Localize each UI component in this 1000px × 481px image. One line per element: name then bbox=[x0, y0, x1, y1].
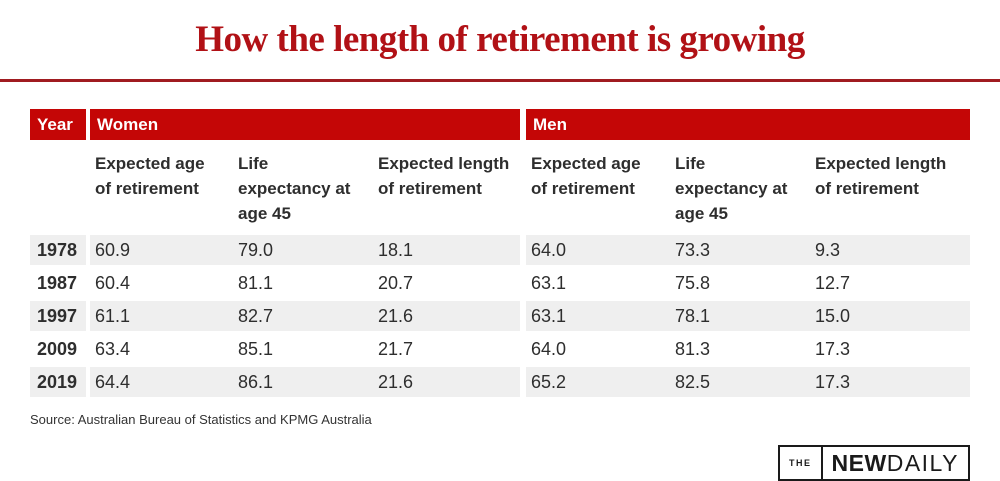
value-cell: 79.0 bbox=[233, 235, 373, 265]
value-cell: 9.3 bbox=[810, 235, 970, 265]
value-cell: 64.0 bbox=[526, 334, 670, 364]
column-gap bbox=[520, 367, 526, 397]
logo-the-label: THE bbox=[780, 447, 823, 479]
value-cell: 64.0 bbox=[526, 235, 670, 265]
column-header-men-retirement-length: Expected length of retirement bbox=[815, 154, 947, 198]
source-note: Source: Australian Bureau of Statistics … bbox=[30, 412, 372, 427]
title-bar: How the length of retirement is growing bbox=[0, 0, 1000, 79]
column-header-men-retirement-age: Expected age of retirement bbox=[531, 154, 641, 198]
title-rule bbox=[0, 79, 1000, 82]
logo-new-label: NEW bbox=[831, 449, 887, 476]
value-cell: 18.1 bbox=[373, 235, 520, 265]
value-cell: 82.7 bbox=[233, 301, 373, 331]
retirement-table: Year Women Men Expected age of retiremen… bbox=[30, 109, 970, 397]
value-cell: 21.7 bbox=[373, 334, 520, 364]
newdaily-logo: THE NEW DAILY bbox=[778, 445, 970, 481]
table-row: 2009 63.4 85.1 21.7 64.0 81.3 17.3 bbox=[30, 334, 970, 364]
value-cell: 15.0 bbox=[810, 301, 970, 331]
table-row: 1997 61.1 82.7 21.6 63.1 78.1 15.0 bbox=[30, 301, 970, 331]
value-cell: 60.9 bbox=[90, 235, 233, 265]
value-cell: 17.3 bbox=[810, 334, 970, 364]
value-cell: 75.8 bbox=[670, 268, 810, 298]
group-header-row: Year Women Men bbox=[30, 109, 970, 140]
logo-daily-label: DAILY bbox=[886, 449, 959, 476]
value-cell: 64.4 bbox=[90, 367, 233, 397]
value-cell: 81.3 bbox=[670, 334, 810, 364]
column-header-women-retirement-length: Expected length of retirement bbox=[378, 154, 510, 198]
value-cell: 63.1 bbox=[526, 301, 670, 331]
column-gap bbox=[520, 268, 526, 298]
column-gap bbox=[86, 367, 90, 397]
value-cell: 21.6 bbox=[373, 301, 520, 331]
value-cell: 65.2 bbox=[526, 367, 670, 397]
year-cell: 1978 bbox=[30, 235, 86, 265]
column-gap bbox=[86, 235, 90, 265]
footer: THE NEW DAILY bbox=[30, 445, 970, 481]
value-cell: 61.1 bbox=[90, 301, 233, 331]
value-cell: 86.1 bbox=[233, 367, 373, 397]
value-cell: 21.6 bbox=[373, 367, 520, 397]
column-gap bbox=[86, 268, 90, 298]
page-title: How the length of retirement is growing bbox=[195, 19, 805, 60]
year-cell: 1987 bbox=[30, 268, 86, 298]
column-header-women-retirement-age: Expected age of retirement bbox=[95, 154, 205, 198]
value-cell: 73.3 bbox=[670, 235, 810, 265]
year-header-spacer bbox=[30, 147, 86, 226]
column-gap bbox=[520, 109, 526, 140]
column-header-row: Expected age of retirement Life expectan… bbox=[30, 140, 970, 235]
table-row: 1978 60.9 79.0 18.1 64.0 73.3 9.3 bbox=[30, 235, 970, 265]
table-body: 1978 60.9 79.0 18.1 64.0 73.3 9.3 1987 60.4 81.1 2… bbox=[30, 235, 970, 397]
year-cell: 1997 bbox=[30, 301, 86, 331]
value-cell: 17.3 bbox=[810, 367, 970, 397]
value-cell: 81.1 bbox=[233, 268, 373, 298]
women-group-header: Women bbox=[90, 109, 520, 140]
value-cell: 78.1 bbox=[670, 301, 810, 331]
column-header-men-life-expectancy: Life expectancy at age 45 bbox=[675, 154, 788, 223]
column-gap bbox=[520, 235, 526, 265]
table-row: 2019 64.4 86.1 21.6 65.2 82.5 17.3 bbox=[30, 367, 970, 397]
value-cell: 60.4 bbox=[90, 268, 233, 298]
column-header-women-life-expectancy: Life expectancy at age 45 bbox=[238, 154, 351, 223]
value-cell: 63.4 bbox=[90, 334, 233, 364]
value-cell: 82.5 bbox=[670, 367, 810, 397]
year-group-header: Year bbox=[30, 109, 86, 140]
column-gap bbox=[86, 334, 90, 364]
value-cell: 20.7 bbox=[373, 268, 520, 298]
year-cell: 2019 bbox=[30, 367, 86, 397]
value-cell: 63.1 bbox=[526, 268, 670, 298]
logo-wordmark: NEW DAILY bbox=[823, 447, 968, 479]
column-gap bbox=[86, 109, 90, 140]
value-cell: 85.1 bbox=[233, 334, 373, 364]
value-cell: 12.7 bbox=[810, 268, 970, 298]
year-cell: 2009 bbox=[30, 334, 86, 364]
column-gap bbox=[86, 301, 90, 331]
table-row: 1987 60.4 81.1 20.7 63.1 75.8 12.7 bbox=[30, 268, 970, 298]
column-gap bbox=[520, 334, 526, 364]
column-gap bbox=[520, 301, 526, 331]
men-group-header: Men bbox=[526, 109, 970, 140]
